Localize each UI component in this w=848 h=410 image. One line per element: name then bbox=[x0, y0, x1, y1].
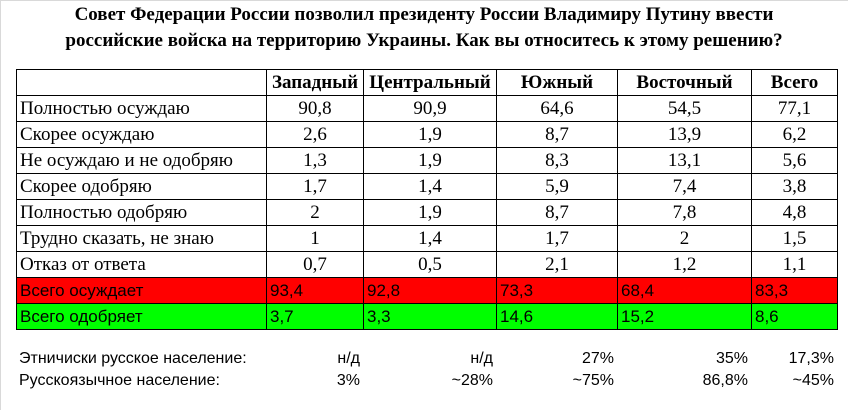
footer-cell[interactable]: 35% bbox=[715, 350, 748, 367]
table-cell[interactable]: 7,8 bbox=[617, 199, 752, 226]
column-header[interactable]: Южный bbox=[496, 69, 618, 96]
column-header[interactable]: Западный bbox=[266, 69, 364, 96]
footer-cell[interactable]: 3% bbox=[336, 372, 360, 389]
population-footer: Этничиски русское население: н/д н/д 27%… bbox=[16, 348, 837, 392]
footer-cell[interactable]: н/д bbox=[470, 350, 493, 367]
table-cell[interactable]: 3,8 bbox=[751, 173, 838, 200]
table-cell[interactable]: 73,3 bbox=[496, 277, 618, 304]
footer-cell[interactable]: 17,3% bbox=[788, 350, 834, 367]
table-row: Скорее одобряю 1,7 1,4 5,9 7,4 3,8 bbox=[16, 173, 838, 200]
column-header[interactable]: Центральный bbox=[363, 69, 497, 96]
table-title: Совет Федерации России позволил президен… bbox=[0, 2, 848, 54]
table-cell[interactable]: 3,7 bbox=[266, 303, 364, 330]
row-label[interactable]: Всего осуждает bbox=[16, 277, 267, 304]
row-label[interactable]: Скорее осуждаю bbox=[16, 121, 267, 148]
table-cell[interactable]: 0,5 bbox=[363, 251, 497, 278]
table-cell[interactable]: 2 bbox=[266, 199, 364, 226]
footer-cell[interactable]: 27% bbox=[581, 350, 614, 367]
footer-cell[interactable]: н/д bbox=[337, 350, 360, 367]
table-cell[interactable]: 1,3 bbox=[266, 147, 364, 174]
row-label[interactable]: Трудно сказать, не знаю bbox=[16, 225, 267, 252]
header-corner-cell[interactable] bbox=[16, 69, 267, 96]
table-cell[interactable]: 5,6 bbox=[751, 147, 838, 174]
table-cell[interactable]: 5,9 bbox=[496, 173, 618, 200]
table-cell[interactable]: 1,9 bbox=[363, 147, 497, 174]
footer-cell[interactable]: ~28% bbox=[451, 372, 493, 389]
table-cell[interactable]: 83,3 bbox=[751, 277, 838, 304]
table-cell[interactable]: 6,2 bbox=[751, 121, 838, 148]
table-cell[interactable]: 64,6 bbox=[496, 95, 618, 122]
table-cell[interactable]: 2,6 bbox=[266, 121, 364, 148]
table-cell[interactable]: 4,8 bbox=[751, 199, 838, 226]
row-label[interactable]: Полностью осуждаю bbox=[16, 95, 267, 122]
table-row: Полностью осуждаю 90,8 90,9 64,6 54,5 77… bbox=[16, 95, 838, 122]
total-condemn-row: Всего осуждает 93,4 92,8 73,3 68,4 83,3 bbox=[16, 277, 838, 304]
row-label[interactable]: Отказ от ответа bbox=[16, 251, 267, 278]
table-cell[interactable]: 1,9 bbox=[363, 121, 497, 148]
footer-row: Этничиски русское население: н/д н/д 27%… bbox=[16, 348, 837, 370]
table-cell[interactable]: 92,8 bbox=[363, 277, 497, 304]
title-line-1: Совет Федерации России позволил президен… bbox=[74, 4, 774, 25]
footer-label[interactable]: Этничиски русское население: bbox=[19, 350, 247, 367]
footer-row: Русскоязычное население: 3% ~28% ~75% 86… bbox=[16, 370, 837, 392]
table-cell[interactable]: 0,7 bbox=[266, 251, 364, 278]
table-cell[interactable]: 1,4 bbox=[363, 173, 497, 200]
table-row: Полностью одобряю 2 1,9 8,7 7,8 4,8 bbox=[16, 199, 838, 226]
table-cell[interactable]: 14,6 bbox=[496, 303, 618, 330]
row-label[interactable]: Скорее одобряю bbox=[16, 173, 267, 200]
footer-cell[interactable]: ~45% bbox=[792, 372, 834, 389]
table-cell[interactable]: 1 bbox=[266, 225, 364, 252]
row-label[interactable]: Всего одобряет bbox=[16, 303, 267, 330]
table-cell[interactable]: 1,5 bbox=[751, 225, 838, 252]
table-row: Не осуждаю и не одобряю 1,3 1,9 8,3 13,1… bbox=[16, 147, 838, 174]
row-label[interactable]: Не осуждаю и не одобряю bbox=[16, 147, 267, 174]
table-cell[interactable]: 1,4 bbox=[363, 225, 497, 252]
footer-cell[interactable]: 86,8% bbox=[702, 372, 748, 389]
footer-cell[interactable]: ~75% bbox=[572, 372, 614, 389]
table-cell[interactable]: 2 bbox=[617, 225, 752, 252]
table-cell[interactable]: 8,6 bbox=[751, 303, 838, 330]
table-cell[interactable]: 2,1 bbox=[496, 251, 618, 278]
table-cell[interactable]: 1,7 bbox=[266, 173, 364, 200]
table-cell[interactable]: 8,7 bbox=[496, 121, 618, 148]
table-cell[interactable]: 77,1 bbox=[751, 95, 838, 122]
table-cell[interactable]: 13,9 bbox=[617, 121, 752, 148]
table-cell[interactable]: 1,1 bbox=[751, 251, 838, 278]
table-cell[interactable]: 54,5 bbox=[617, 95, 752, 122]
column-header[interactable]: Восточный bbox=[617, 69, 752, 96]
table-cell[interactable]: 8,7 bbox=[496, 199, 618, 226]
total-approve-row: Всего одобряет 3,7 3,3 14,6 15,2 8,6 bbox=[16, 303, 838, 330]
table-cell[interactable]: 3,3 bbox=[363, 303, 497, 330]
title-line-2: российские войска на территорию Украины.… bbox=[65, 30, 783, 51]
table-row: Скорее осуждаю 2,6 1,9 8,7 13,9 6,2 bbox=[16, 121, 838, 148]
table-row: Отказ от ответа 0,7 0,5 2,1 1,2 1,1 bbox=[16, 251, 838, 278]
table-cell[interactable]: 93,4 bbox=[266, 277, 364, 304]
table-cell[interactable]: 1,7 bbox=[496, 225, 618, 252]
row-label[interactable]: Полностью одобряю bbox=[16, 199, 267, 226]
survey-table: Западный Центральный Южный Восточный Все… bbox=[16, 69, 838, 330]
table-cell[interactable]: 1,2 bbox=[617, 251, 752, 278]
column-header[interactable]: Всего bbox=[751, 69, 838, 96]
header-row: Западный Центральный Южный Восточный Все… bbox=[16, 69, 838, 96]
footer-label[interactable]: Русскоязычное население: bbox=[19, 372, 220, 389]
table-cell[interactable]: 13,1 bbox=[617, 147, 752, 174]
table-cell[interactable]: 8,3 bbox=[496, 147, 618, 174]
table-cell[interactable]: 15,2 bbox=[617, 303, 752, 330]
table-cell[interactable]: 90,8 bbox=[266, 95, 364, 122]
table-cell[interactable]: 68,4 bbox=[617, 277, 752, 304]
table-cell[interactable]: 1,9 bbox=[363, 199, 497, 226]
table-cell[interactable]: 90,9 bbox=[363, 95, 497, 122]
table-row: Трудно сказать, не знаю 1 1,4 1,7 2 1,5 bbox=[16, 225, 838, 252]
table-cell[interactable]: 7,4 bbox=[617, 173, 752, 200]
